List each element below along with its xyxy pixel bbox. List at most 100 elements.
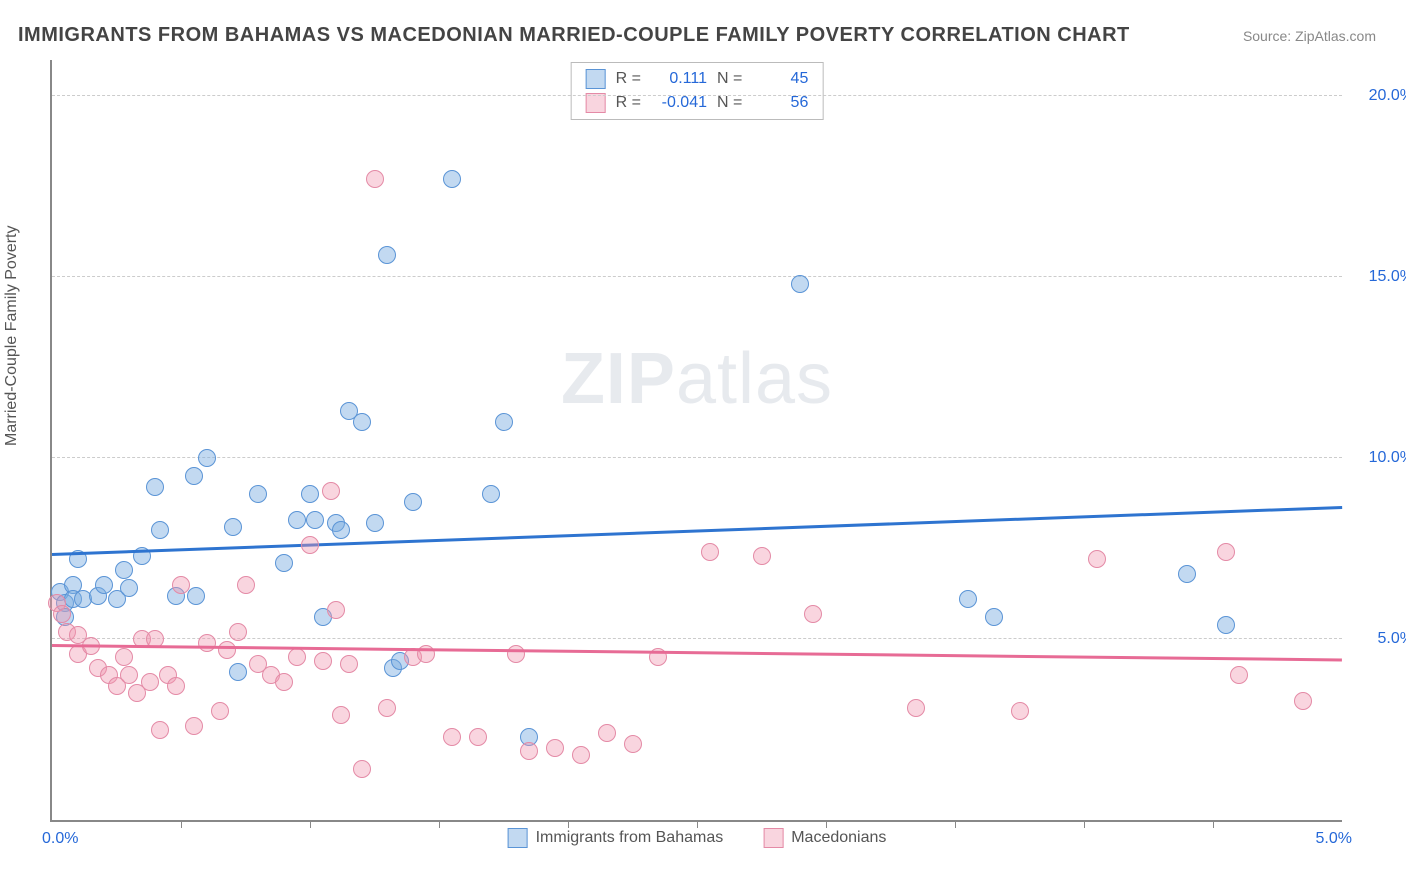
trend-line [52, 506, 1342, 556]
stats-r-label: R = [616, 70, 641, 88]
data-point [1294, 692, 1312, 710]
data-point [495, 413, 513, 431]
legend-item: Immigrants from Bahamas [508, 828, 724, 848]
data-point [378, 246, 396, 264]
stats-r-value: -0.041 [651, 94, 707, 112]
data-point [340, 655, 358, 673]
data-point [237, 576, 255, 594]
y-tick-label: 10.0% [1354, 449, 1406, 467]
data-point [288, 648, 306, 666]
x-tick [826, 820, 827, 828]
data-point [327, 601, 345, 619]
plot-area: ZIPatlas R = 0.111 N = 45 R = -0.041 N =… [50, 60, 1342, 822]
trend-line [52, 644, 1342, 661]
data-point [115, 561, 133, 579]
data-point [546, 739, 564, 757]
data-point [306, 511, 324, 529]
x-axis-max-label: 5.0% [1316, 830, 1352, 848]
watermark-rest: atlas [676, 339, 833, 419]
data-point [469, 728, 487, 746]
gridline [52, 457, 1342, 458]
data-point [1178, 565, 1196, 583]
stats-r-value: 0.111 [651, 70, 707, 88]
stats-row: R = 0.111 N = 45 [586, 67, 809, 91]
y-tick-label: 5.0% [1354, 630, 1406, 648]
x-tick [439, 820, 440, 828]
data-point [151, 721, 169, 739]
source-label: Source: ZipAtlas.com [1243, 28, 1376, 44]
data-point [404, 493, 422, 511]
x-tick [1084, 820, 1085, 828]
data-point [314, 652, 332, 670]
data-point [572, 746, 590, 764]
data-point [701, 543, 719, 561]
data-point [353, 760, 371, 778]
data-point [53, 605, 71, 623]
data-point [1088, 550, 1106, 568]
data-point [185, 717, 203, 735]
legend-label: Macedonians [791, 829, 886, 847]
data-point [443, 728, 461, 746]
data-point [507, 645, 525, 663]
data-point [443, 170, 461, 188]
x-tick [1213, 820, 1214, 828]
data-point [185, 467, 203, 485]
data-point [288, 511, 306, 529]
stats-n-label: N = [717, 94, 742, 112]
data-point [1217, 543, 1235, 561]
data-point [322, 482, 340, 500]
data-point [959, 590, 977, 608]
data-point [275, 673, 293, 691]
stats-n-value: 56 [752, 94, 808, 112]
legend-item: Macedonians [763, 828, 886, 848]
x-tick [955, 820, 956, 828]
data-point [115, 648, 133, 666]
data-point [224, 518, 242, 536]
data-point [120, 666, 138, 684]
data-point [332, 521, 350, 539]
data-point [198, 634, 216, 652]
x-axis-min-label: 0.0% [42, 830, 78, 848]
bottom-legend: Immigrants from Bahamas Macedonians [508, 828, 887, 848]
stats-legend-box: R = 0.111 N = 45 R = -0.041 N = 56 [571, 62, 824, 120]
x-tick [181, 820, 182, 828]
gridline [52, 95, 1342, 96]
legend-label: Immigrants from Bahamas [536, 829, 724, 847]
data-point [301, 536, 319, 554]
data-point [120, 579, 138, 597]
data-point [95, 576, 113, 594]
data-point [218, 641, 236, 659]
data-point [1217, 616, 1235, 634]
data-point [366, 514, 384, 532]
data-point [172, 576, 190, 594]
data-point [198, 449, 216, 467]
swatch-series-1 [763, 828, 783, 848]
data-point [187, 587, 205, 605]
data-point [907, 699, 925, 717]
data-point [378, 699, 396, 717]
data-point [151, 521, 169, 539]
data-point [1230, 666, 1248, 684]
data-point [520, 742, 538, 760]
data-point [804, 605, 822, 623]
y-tick-label: 15.0% [1354, 268, 1406, 286]
x-tick [568, 820, 569, 828]
data-point [146, 478, 164, 496]
gridline [52, 276, 1342, 277]
data-point [753, 547, 771, 565]
data-point [141, 673, 159, 691]
data-point [353, 413, 371, 431]
data-point [624, 735, 642, 753]
x-tick [697, 820, 698, 828]
y-axis-label: Married-Couple Family Poverty [3, 225, 21, 446]
data-point [229, 663, 247, 681]
data-point [275, 554, 293, 572]
data-point [366, 170, 384, 188]
data-point [167, 677, 185, 695]
data-point [985, 608, 1003, 626]
data-point [332, 706, 350, 724]
watermark: ZIPatlas [561, 338, 833, 420]
data-point [229, 623, 247, 641]
chart-title: IMMIGRANTS FROM BAHAMAS VS MACEDONIAN MA… [18, 24, 1130, 47]
swatch-series-0 [586, 69, 606, 89]
